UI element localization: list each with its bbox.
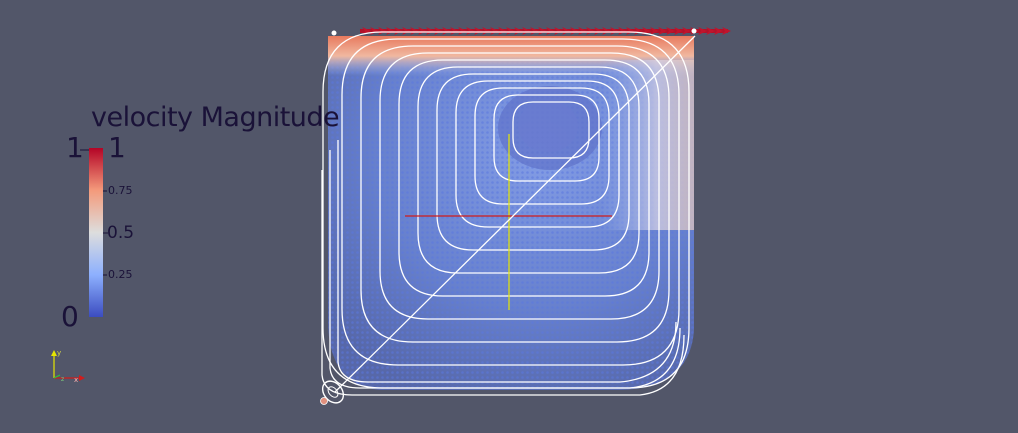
velocity-glyph	[554, 27, 563, 35]
velocity-glyph	[722, 27, 731, 35]
velocity-glyph	[666, 27, 675, 35]
velocity-glyph	[506, 27, 515, 35]
velocity-glyph	[466, 27, 475, 35]
color-legend	[80, 148, 108, 317]
legend-tick-05: 0.5	[107, 223, 135, 243]
velocity-glyph	[626, 27, 635, 35]
streamline	[436, 73, 630, 251]
velocity-glyph	[450, 27, 459, 35]
velocity-glyph	[698, 27, 707, 35]
velocity-glyph	[714, 27, 723, 35]
velocity-glyph	[514, 27, 523, 35]
velocity-glyph	[610, 27, 619, 35]
velocity-glyph	[498, 27, 507, 35]
velocity-glyph	[586, 27, 595, 35]
streamline	[493, 94, 600, 182]
velocity-glyph	[386, 27, 395, 35]
velocity-glyph	[482, 27, 491, 35]
streamline	[455, 80, 620, 228]
lid-velocity-glyphs	[360, 27, 731, 35]
velocity-glyph	[634, 27, 643, 35]
velocity-glyph	[570, 27, 579, 35]
streamline	[417, 66, 640, 274]
velocity-glyph	[674, 27, 683, 35]
legend-max-label-left: 1	[66, 131, 84, 164]
velocity-glyph	[410, 27, 419, 35]
streamline	[341, 38, 680, 366]
axis-x-label: x	[74, 376, 78, 384]
velocity-glyph	[418, 27, 427, 35]
velocity-glyph	[578, 27, 587, 35]
velocity-glyph	[658, 27, 667, 35]
velocity-glyph	[618, 27, 627, 35]
center-axes-widget	[405, 134, 612, 310]
streamline	[322, 31, 690, 389]
legend-title: velocity Magnitude	[91, 102, 340, 133]
streamline	[474, 87, 610, 205]
velocity-glyph	[474, 27, 483, 35]
velocity-glyph	[530, 27, 539, 35]
velocity-glyph	[546, 27, 555, 35]
velocity-glyph	[362, 27, 371, 35]
velocity-glyph	[594, 27, 603, 35]
streamlines	[321, 31, 690, 396]
velocity-glyph	[442, 27, 451, 35]
velocity-glyph	[434, 27, 443, 35]
legend-tick-025: 0.25	[108, 268, 133, 281]
velocity-glyph	[402, 27, 411, 35]
streamline	[360, 45, 670, 343]
streamline	[379, 52, 660, 320]
velocity-glyph	[426, 27, 435, 35]
streamline	[337, 140, 677, 383]
velocity-glyph	[490, 27, 499, 35]
streamline	[329, 150, 681, 389]
velocity-glyph	[650, 27, 659, 35]
velocity-glyph	[378, 27, 387, 35]
axis-y-label: y	[57, 349, 61, 357]
streamline	[398, 59, 650, 297]
legend-tick-075: 0.75	[108, 184, 133, 197]
velocity-glyph	[706, 27, 715, 35]
velocity-glyph	[538, 27, 547, 35]
velocity-glyph	[682, 27, 691, 35]
velocity-glyph	[602, 27, 611, 35]
light-widget[interactable]	[318, 28, 697, 407]
velocity-glyph	[394, 27, 403, 35]
legend-max-label-right: 1	[108, 131, 126, 164]
axis-z-label: z	[61, 376, 64, 383]
streamline	[512, 101, 590, 159]
velocity-glyph	[458, 27, 467, 35]
velocity-glyph	[562, 27, 571, 35]
orientation-axes: y x z	[51, 349, 85, 384]
velocity-glyph	[522, 27, 531, 35]
legend-min-label: 0	[61, 300, 79, 333]
